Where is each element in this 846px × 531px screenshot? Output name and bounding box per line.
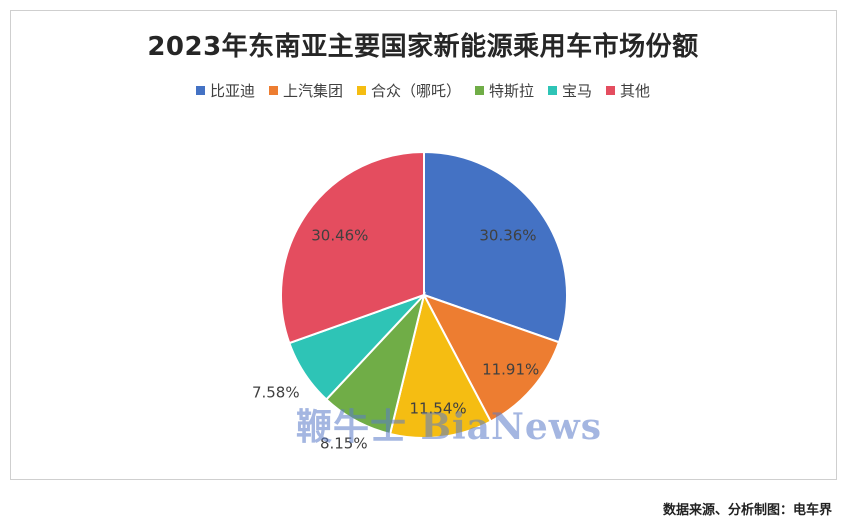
data-label: 11.54% bbox=[409, 400, 466, 418]
legend-label: 特斯拉 bbox=[489, 82, 535, 100]
legend-label: 合众（哪吒） bbox=[370, 82, 461, 100]
legend-swatch bbox=[475, 86, 484, 95]
data-label: 11.91% bbox=[482, 361, 539, 379]
watermark-logo: 鞭牛士 BiaNews bbox=[296, 406, 603, 448]
chart-legend: 比亚迪 上汽集团 合众（哪吒） 特斯拉 宝马 其他 bbox=[0, 80, 846, 101]
slice-saic bbox=[421, 293, 561, 423]
legend-label: 比亚迪 bbox=[209, 82, 255, 100]
data-label: 30.46% bbox=[311, 227, 368, 245]
source-note: 数据来源、分析制图：电车界 bbox=[662, 503, 832, 518]
legend-swatch bbox=[548, 86, 558, 95]
legend-label: 上汽集团 bbox=[282, 82, 343, 100]
legend-swatch bbox=[356, 86, 366, 95]
legend-item-neta: 合众（哪吒） bbox=[356, 80, 461, 101]
slice-neta bbox=[388, 292, 493, 439]
data-label: 30.36% bbox=[479, 226, 536, 244]
legend-item-other: 其他 bbox=[606, 80, 650, 101]
legend-label: 宝马 bbox=[562, 82, 593, 100]
slice-other bbox=[280, 150, 425, 345]
legend-swatch bbox=[606, 86, 616, 95]
legend-swatch bbox=[268, 86, 278, 95]
data-label: 8.15% bbox=[320, 434, 368, 452]
legend-swatch bbox=[195, 86, 205, 95]
slice-byd bbox=[423, 150, 568, 344]
legend-item-tesla: 特斯拉 bbox=[475, 80, 534, 101]
legend-item-bmw: 宝马 bbox=[548, 80, 592, 101]
data-label: 7.58% bbox=[252, 383, 300, 401]
legend-item-saic: 上汽集团 bbox=[268, 80, 343, 101]
legend-label: 其他 bbox=[620, 82, 651, 100]
legend-item-byd: 比亚迪 bbox=[195, 80, 255, 101]
chart-title: 2023年东南亚主要国家新能源乘用车市场份额 bbox=[147, 32, 699, 62]
